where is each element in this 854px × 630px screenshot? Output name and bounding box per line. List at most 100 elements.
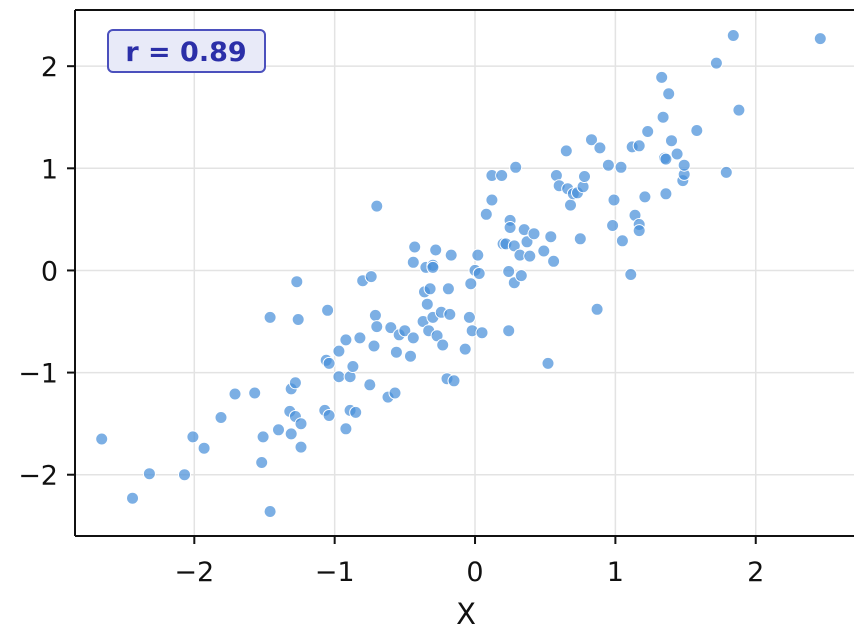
scatter-point — [197, 441, 211, 455]
scatter-point — [662, 87, 676, 101]
scatter-point — [503, 221, 517, 234]
scatter-point — [228, 387, 242, 401]
scatter-point — [126, 491, 139, 505]
scatter-point — [367, 339, 381, 353]
ticks: −2 −1 0 1 2 −2 −1 0 1 2 — [18, 52, 764, 588]
scatter-point — [444, 248, 458, 262]
scatter-point — [364, 270, 378, 284]
scatter-point — [656, 110, 670, 124]
scatter-point — [509, 160, 523, 174]
scatter-point — [178, 468, 191, 482]
scatter-point — [420, 297, 434, 311]
scatter-point — [349, 405, 363, 419]
scatter-point — [256, 430, 270, 444]
scatter-point — [632, 224, 646, 238]
scatter-point — [632, 139, 646, 153]
scatter-point — [288, 376, 302, 390]
scatter-point — [368, 308, 382, 322]
data-points — [95, 29, 827, 518]
scatter-point — [404, 349, 417, 363]
scatter-point — [363, 378, 377, 392]
scatter-point — [248, 386, 262, 400]
scatter-point — [655, 70, 669, 84]
scatter-point — [547, 254, 561, 268]
scatter-point — [719, 165, 733, 179]
y-tick-label: 1 — [41, 154, 58, 185]
scatter-point — [601, 158, 615, 172]
scatter-point — [443, 307, 457, 321]
scatter-point — [447, 374, 461, 388]
scatter-point — [464, 277, 478, 291]
scatter-point — [214, 411, 228, 424]
scatter-point — [475, 326, 489, 340]
y-tick-label: 0 — [41, 256, 58, 287]
y-tick-label: −1 — [18, 359, 58, 390]
scatter-point — [537, 244, 551, 258]
y-tick-label: 2 — [41, 52, 58, 83]
scatter-point — [670, 147, 684, 161]
grid-lines — [75, 10, 854, 536]
scatter-point — [471, 248, 485, 262]
scatter-point — [615, 234, 629, 248]
scatter-point — [495, 169, 509, 182]
scatter-point — [624, 268, 638, 281]
scatter-point — [677, 158, 691, 172]
scatter-point — [291, 313, 305, 326]
scatter-point — [564, 198, 577, 212]
scatter-point — [398, 324, 412, 338]
y-tick-label: −2 — [18, 461, 58, 492]
scatter-point — [406, 331, 420, 345]
scatter-point — [665, 134, 678, 148]
scatter-point — [429, 243, 443, 257]
scatter-point — [523, 249, 537, 263]
scatter-point — [290, 275, 304, 289]
x-tick-label: −2 — [174, 557, 214, 588]
x-tick-label: 2 — [747, 557, 764, 588]
scatter-point — [514, 269, 528, 283]
scatter-point — [284, 427, 298, 441]
scatter-point — [641, 125, 655, 138]
scatter-point — [462, 310, 476, 324]
scatter-point — [332, 370, 346, 384]
scatter-point — [272, 423, 285, 437]
scatter-point — [339, 422, 353, 436]
scatter-point — [638, 190, 652, 204]
scatter-point — [294, 440, 308, 454]
scatter-point — [321, 303, 335, 317]
correlation-text: r = 0.89 — [125, 37, 246, 68]
scatter-point — [408, 240, 422, 254]
scatter-point — [458, 342, 472, 356]
x-axis-label: X — [456, 597, 476, 630]
scatter-point — [709, 56, 723, 70]
scatter-point — [186, 430, 200, 444]
scatter-point — [593, 141, 607, 155]
scatter-point — [607, 193, 621, 207]
scatter-point — [585, 133, 598, 147]
scatter-point — [502, 265, 516, 278]
scatter-point — [578, 170, 591, 183]
scatter-point — [732, 103, 746, 117]
correlation-annotation: r = 0.89 — [107, 29, 266, 73]
scatter-point — [95, 432, 109, 446]
scatter-point — [426, 260, 440, 274]
scatter-point — [263, 505, 277, 518]
scatter-point — [332, 344, 346, 358]
x-tick-label: 1 — [607, 557, 624, 588]
scatter-point — [255, 456, 269, 469]
scatter-point — [590, 302, 604, 316]
scatter-point — [406, 255, 420, 269]
scatter-point — [527, 227, 541, 241]
scatter-point — [436, 338, 450, 352]
scatter-point — [294, 417, 308, 431]
scatter-point — [573, 232, 587, 246]
scatter-point — [346, 360, 360, 373]
scatter-point — [690, 124, 704, 137]
scatter-point — [726, 29, 740, 42]
scatter-point — [263, 310, 277, 324]
scatter-point — [388, 386, 402, 400]
scatter-point — [659, 152, 673, 166]
correlation-box — [107, 29, 266, 73]
scatter-point — [541, 356, 555, 370]
scatter-point — [479, 207, 493, 221]
